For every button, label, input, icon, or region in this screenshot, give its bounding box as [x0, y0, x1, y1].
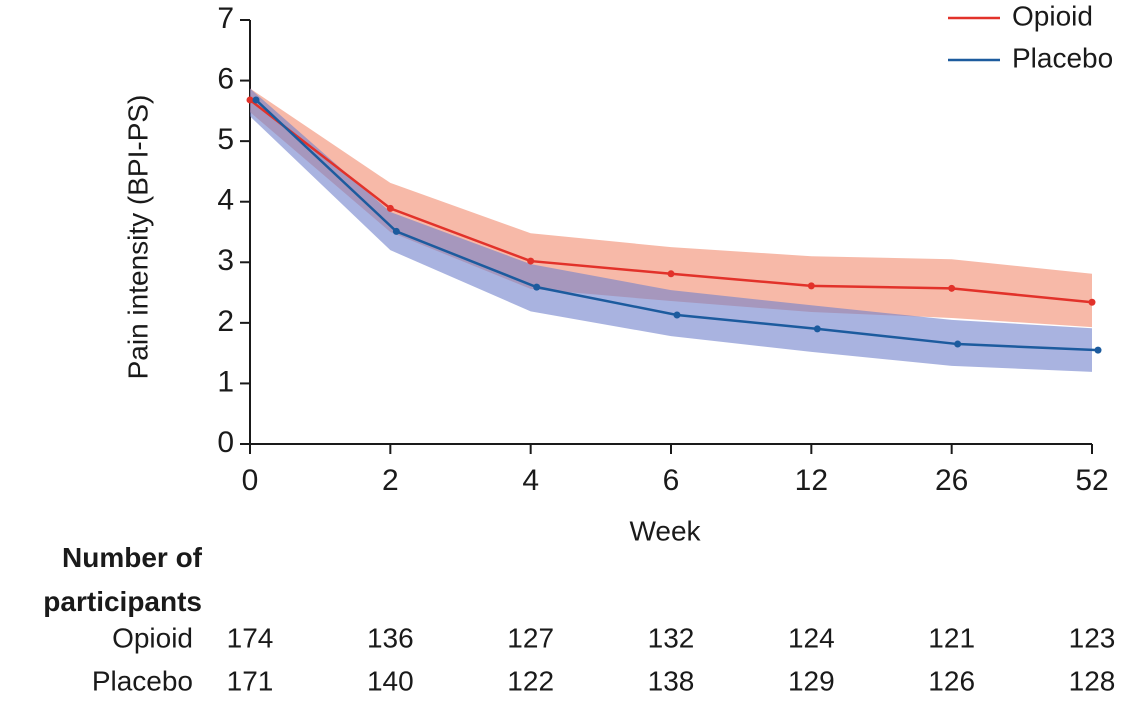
x-tick-label: 12 — [795, 464, 828, 497]
data-point — [392, 227, 400, 235]
at-risk-count: 128 — [1069, 665, 1116, 696]
ci-band — [250, 88, 1092, 328]
legend-label: Opioid — [1012, 0, 1093, 31]
at-risk-row-label: Opioid — [112, 622, 193, 653]
at-risk-count: 136 — [367, 622, 414, 653]
at-risk-count: 127 — [507, 622, 554, 653]
x-tick-label: 0 — [242, 464, 259, 497]
data-point — [527, 257, 535, 265]
at-risk-count: 121 — [928, 622, 975, 653]
data-point — [1088, 298, 1096, 306]
y-tick-label: 1 — [217, 365, 234, 398]
data-point — [252, 96, 260, 104]
at-risk-count: 122 — [507, 665, 554, 696]
y-tick-label: 0 — [217, 426, 234, 459]
x-tick-label: 4 — [522, 464, 539, 497]
y-tick-label: 6 — [217, 62, 234, 95]
at-risk-title: Number of participants — [43, 542, 202, 617]
at-risk-count: 123 — [1069, 622, 1116, 653]
ci-band — [250, 88, 1092, 372]
data-point — [813, 325, 821, 333]
data-point — [533, 283, 541, 291]
y-tick-label: 5 — [217, 123, 234, 156]
y-tick-label: 7 — [217, 2, 234, 35]
data-point — [246, 96, 254, 104]
at-risk-count: 140 — [367, 665, 414, 696]
x-axis-label: Week — [629, 515, 701, 546]
y-tick-label: 2 — [217, 305, 234, 338]
data-point — [807, 282, 815, 290]
y-tick-label: 3 — [217, 244, 234, 277]
x-tick-label: 26 — [935, 464, 968, 497]
data-point — [954, 340, 962, 348]
y-tick-label: 4 — [217, 184, 234, 217]
at-risk-count: 126 — [928, 665, 975, 696]
at-risk-count: 171 — [227, 665, 274, 696]
x-tick-label: 6 — [663, 464, 680, 497]
at-risk-count: 174 — [227, 622, 274, 653]
at-risk-count: 129 — [788, 665, 835, 696]
at-risk-count: 138 — [648, 665, 695, 696]
at-risk-count: 124 — [788, 622, 835, 653]
data-point — [948, 284, 956, 292]
data-point — [1094, 346, 1102, 354]
legend-label: Placebo — [1012, 42, 1113, 73]
at-risk-count: 132 — [648, 622, 695, 653]
x-tick-label: 52 — [1075, 464, 1108, 497]
at-risk-row-label: Placebo — [92, 665, 193, 696]
data-point — [386, 204, 394, 212]
data-point — [673, 311, 681, 319]
data-point — [667, 270, 675, 278]
y-axis-label: Pain intensity (BPI-PS) — [122, 95, 153, 380]
x-tick-label: 2 — [382, 464, 399, 497]
